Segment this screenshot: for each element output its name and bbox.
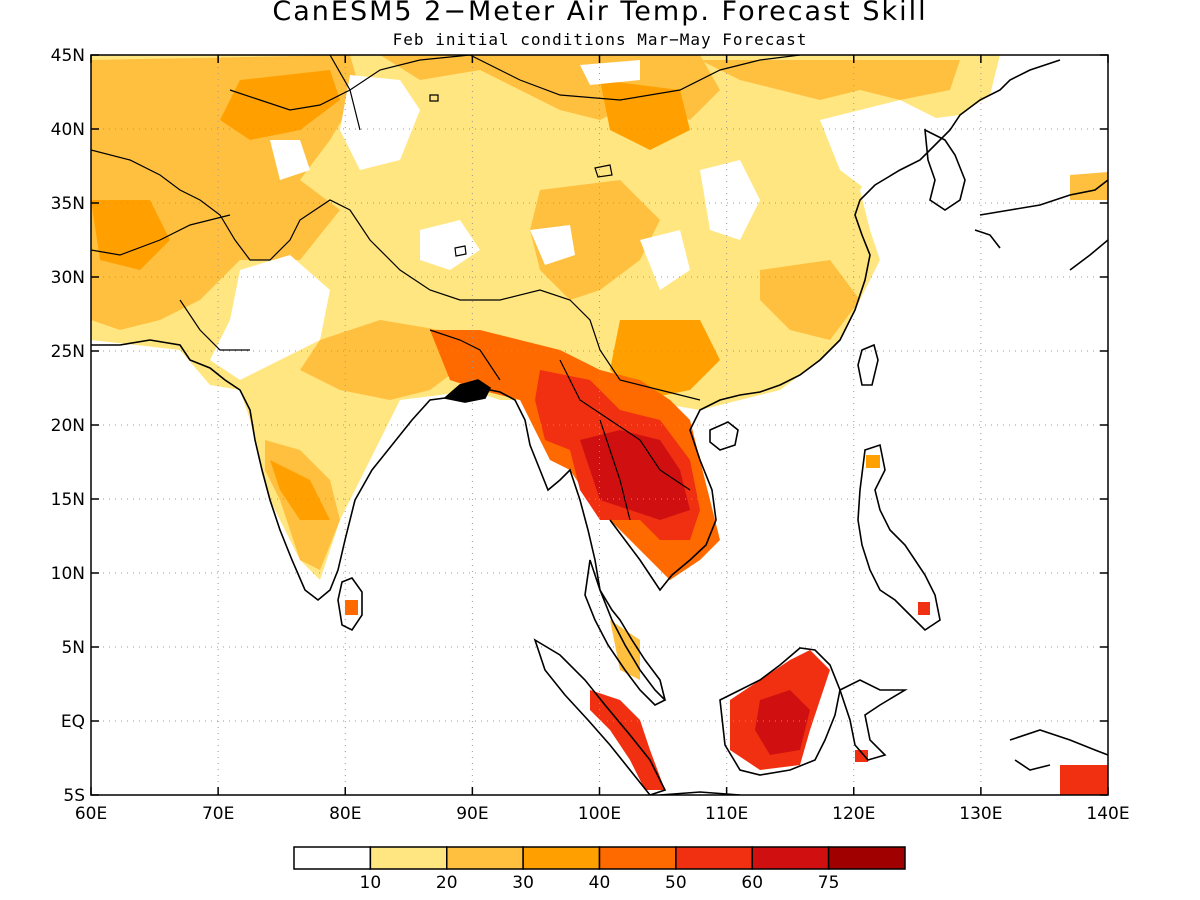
coastline-sri-lanka (337, 577, 363, 632)
y-axis: 45N 40N 35N 30N 25N 20N 15N 10N 5N EQ 5S (51, 46, 1108, 806)
colorbar-label: 75 (818, 873, 840, 893)
colorbar: 10 20 30 40 50 60 75 (293, 846, 906, 893)
skill-region (91, 55, 1000, 580)
colorbar-label: 30 (512, 873, 534, 893)
skill-region (1060, 765, 1108, 795)
coastline-hainan (709, 421, 739, 451)
skill-region (640, 230, 690, 290)
coastline-south-asia (91, 339, 666, 701)
coastline-malay (584, 559, 667, 706)
colorbar-swatch (598, 846, 677, 870)
y-tick-label: 40N (51, 120, 85, 140)
skill-region (210, 255, 330, 380)
coastline-sumatra (533, 638, 667, 795)
skill-region (270, 460, 330, 520)
skill-region (580, 60, 640, 85)
coastline-new-guinea (1009, 729, 1108, 771)
skill-region (610, 620, 640, 680)
colorbar-label: 20 (436, 873, 458, 893)
x-tick-label: 120E (832, 804, 875, 824)
colorbar-swatch (446, 846, 524, 870)
y-tick-label: 30N (51, 268, 85, 288)
skill-region (590, 690, 665, 790)
lake (429, 94, 613, 257)
skill-region (220, 70, 340, 140)
skill-region (918, 602, 930, 615)
skill-region (340, 75, 420, 170)
y-tick-label: 35N (51, 194, 85, 214)
x-tick-label: 80E (329, 804, 361, 824)
skill-region (760, 260, 860, 340)
y-tick-label: 5N (61, 638, 85, 658)
skill-region (1070, 172, 1108, 200)
coastline-taiwan (857, 343, 879, 386)
x-tick-label: 70E (202, 804, 234, 824)
coastlines (91, 55, 1108, 795)
coastline-bengal-delta (443, 379, 492, 403)
colorbar-label: 50 (665, 873, 687, 893)
y-tick-label: 10N (51, 564, 85, 584)
coastline-korea (924, 128, 966, 211)
y-tick-label: 15N (51, 490, 85, 510)
skill-region (700, 160, 760, 240)
skill-region (700, 60, 960, 100)
coastline-japan (974, 179, 1108, 271)
x-tick-label: 60E (75, 804, 107, 824)
skill-region (420, 220, 480, 270)
colorbar-label: 10 (360, 873, 382, 893)
colorbar-swatch (293, 846, 372, 870)
coastline-philippines (857, 443, 941, 632)
x-tick-label: 140E (1086, 804, 1129, 824)
skill-region (580, 430, 690, 520)
skill-region (300, 320, 470, 400)
skill-region (345, 600, 358, 615)
x-tick-label: 90E (456, 804, 488, 824)
skill-region (91, 200, 170, 270)
country-borders (91, 55, 801, 521)
skill-region (855, 750, 868, 762)
y-tick-label: 45N (51, 46, 85, 66)
colorbar-swatch (827, 846, 906, 870)
colorbar-label: 40 (589, 873, 611, 893)
colorbar-swatch (751, 846, 830, 870)
skill-region (755, 690, 810, 755)
skill-region (530, 225, 575, 265)
colorbar-swatch (369, 846, 448, 870)
x-tick-label: 100E (578, 804, 621, 824)
y-tick-label: 20N (51, 416, 85, 436)
coastline-sulawesi (839, 679, 908, 761)
chart-title: CanESM5 2−Meter Air Temp. Forecast Skill (272, 0, 928, 27)
x-tick-label: 130E (959, 804, 1002, 824)
skill-region (600, 80, 690, 150)
colorbar-swatch (522, 846, 601, 870)
y-tick-label: 5S (63, 786, 85, 806)
x-tick-label: 110E (705, 804, 748, 824)
y-tick-label: 25N (51, 342, 85, 362)
y-tick-label: EQ (61, 712, 85, 732)
coastline-indochina (609, 59, 1061, 592)
coastline-borneo (719, 647, 841, 776)
colorbar-label: 60 (741, 873, 763, 893)
x-axis: 60E 70E 80E 90E 100E 110E 120E 130E 140E (75, 55, 1130, 824)
skill-field (91, 55, 1108, 795)
skill-region (270, 140, 310, 180)
chart-subtitle: Feb initial conditions Mar−May Forecast (392, 30, 808, 49)
colorbar-swatch (675, 846, 753, 870)
skill-region (866, 455, 880, 468)
skill-region (820, 100, 960, 200)
skill-region (530, 180, 660, 300)
